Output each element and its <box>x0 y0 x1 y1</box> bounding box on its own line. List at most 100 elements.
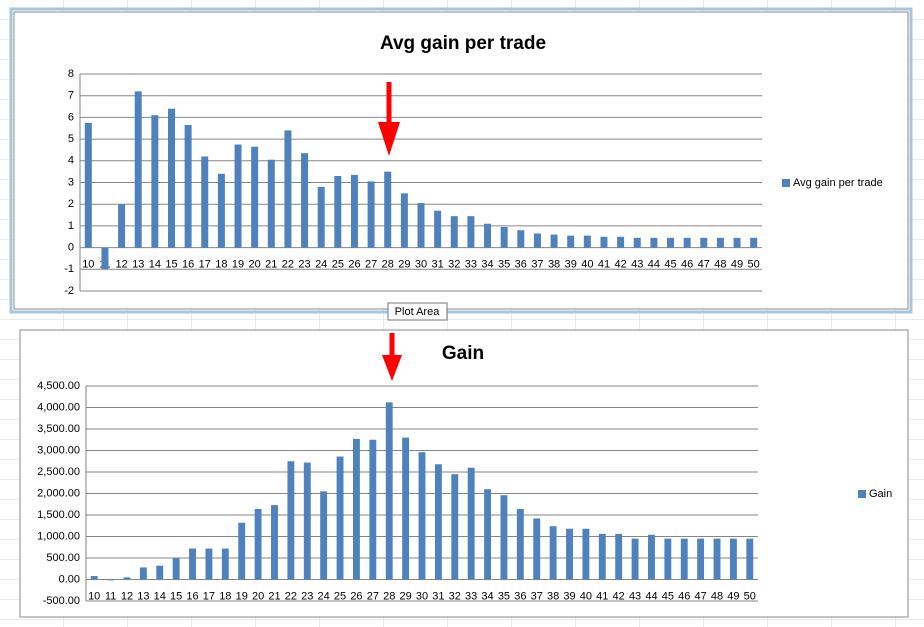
x-tick-label: 40 <box>580 590 592 602</box>
bar <box>385 402 393 580</box>
bar <box>667 237 675 248</box>
y-tick-label: 6 <box>68 111 74 123</box>
x-tick-label: 37 <box>531 259 543 271</box>
bar <box>516 508 524 580</box>
x-tick-label: 18 <box>219 590 231 602</box>
x-tick-label: 46 <box>678 590 690 602</box>
bar <box>683 237 691 248</box>
selection-border <box>9 7 913 314</box>
x-tick-label: 16 <box>186 590 198 602</box>
bar <box>201 156 209 248</box>
x-tick-label: 28 <box>383 590 395 602</box>
x-tick-label: 41 <box>596 590 608 602</box>
bar <box>400 193 408 248</box>
bar <box>467 467 475 580</box>
x-tick-label: 42 <box>614 259 626 271</box>
x-tick-label: 25 <box>334 590 346 602</box>
x-tick-label: 44 <box>645 590 657 602</box>
x-tick-label: 32 <box>449 590 461 602</box>
bar <box>418 452 426 580</box>
bar <box>484 489 492 580</box>
x-tick-label: 21 <box>265 259 277 271</box>
x-tick-label: 48 <box>711 590 723 602</box>
y-tick-label: 500.00 <box>46 552 80 564</box>
bar <box>733 237 741 248</box>
y-tick-label: 2 <box>68 198 74 210</box>
x-tick-label: 47 <box>695 590 707 602</box>
bar <box>567 235 575 248</box>
bar <box>123 577 131 580</box>
y-tick-label: 7 <box>68 90 74 102</box>
bar <box>729 538 737 580</box>
y-tick-label: -500.00 <box>43 595 80 607</box>
legend-swatch <box>782 179 790 187</box>
x-tick-label: 37 <box>531 590 543 602</box>
x-tick-label: 48 <box>714 259 726 271</box>
x-tick-label: 20 <box>249 259 261 271</box>
y-tick-label: 2,500.00 <box>37 466 80 478</box>
y-tick-label: 2,000.00 <box>37 487 80 499</box>
bar <box>700 237 708 248</box>
x-tick-label: 45 <box>664 259 676 271</box>
chart-frame[interactable] <box>19 329 909 618</box>
x-tick-label: 23 <box>301 590 313 602</box>
x-tick-label: 38 <box>547 590 559 602</box>
x-tick-label: 31 <box>432 259 444 271</box>
chart: Gain -500.00 0.00 500.00 1,000.00 1,500.00 2,0… <box>37 343 892 607</box>
y-tick-label: 4,000.00 <box>37 401 80 413</box>
bar <box>221 548 229 580</box>
bar <box>500 495 508 580</box>
x-tick-label: 20 <box>252 590 264 602</box>
x-tick-label: 43 <box>629 590 641 602</box>
x-tick-label: 38 <box>548 259 560 271</box>
x-tick-label: 12 <box>121 590 133 602</box>
x-tick-label: 43 <box>631 259 643 271</box>
y-tick-label: -2 <box>64 285 74 297</box>
bar <box>167 108 175 248</box>
y-tick-label: 0.00 <box>59 573 80 585</box>
x-tick-label: 40 <box>581 259 593 271</box>
x-tick-label: 39 <box>563 590 575 602</box>
bar <box>549 526 557 580</box>
arrow <box>382 333 402 381</box>
bar <box>238 522 246 580</box>
x-tick-label: 10 <box>88 590 100 602</box>
tooltip-box <box>387 302 448 321</box>
bar <box>615 533 623 580</box>
x-tick-label: 18 <box>215 259 227 271</box>
x-tick-label: 12 <box>115 259 127 271</box>
y-tick-label: 3,500.00 <box>37 423 80 435</box>
bar <box>467 216 475 248</box>
x-tick-label: 32 <box>448 259 460 271</box>
bar <box>450 216 458 248</box>
x-tick-label: 26 <box>350 590 362 602</box>
x-tick-label: 47 <box>698 259 710 271</box>
bar <box>251 146 259 248</box>
bar <box>434 210 442 248</box>
chart: Avg gain per trade-2-1012345678101112131… <box>64 33 882 297</box>
x-tick-label: 13 <box>137 590 149 602</box>
bar <box>151 115 159 248</box>
x-tick-label: 22 <box>285 590 297 602</box>
bar <box>713 538 721 580</box>
x-tick-label: 29 <box>398 259 410 271</box>
bar <box>217 173 225 248</box>
x-tick-label: 41 <box>598 259 610 271</box>
bar <box>631 538 639 580</box>
bar <box>517 230 525 248</box>
y-tick-label: 8 <box>68 68 74 80</box>
x-tick-label: 33 <box>465 259 477 271</box>
bar <box>716 237 724 248</box>
bar <box>156 565 164 580</box>
bar <box>650 237 658 248</box>
legend-label: Avg gain per trade <box>793 177 883 189</box>
x-tick-label: 39 <box>565 259 577 271</box>
bar <box>172 558 180 580</box>
x-tick-label: 28 <box>382 259 394 271</box>
x-tick-label: 31 <box>432 590 444 602</box>
x-tick-label: 21 <box>268 590 280 602</box>
x-tick-label: 10 <box>82 259 94 271</box>
bar <box>118 204 126 248</box>
x-tick-label: 23 <box>298 259 310 271</box>
y-tick-label: 0 <box>68 242 74 254</box>
